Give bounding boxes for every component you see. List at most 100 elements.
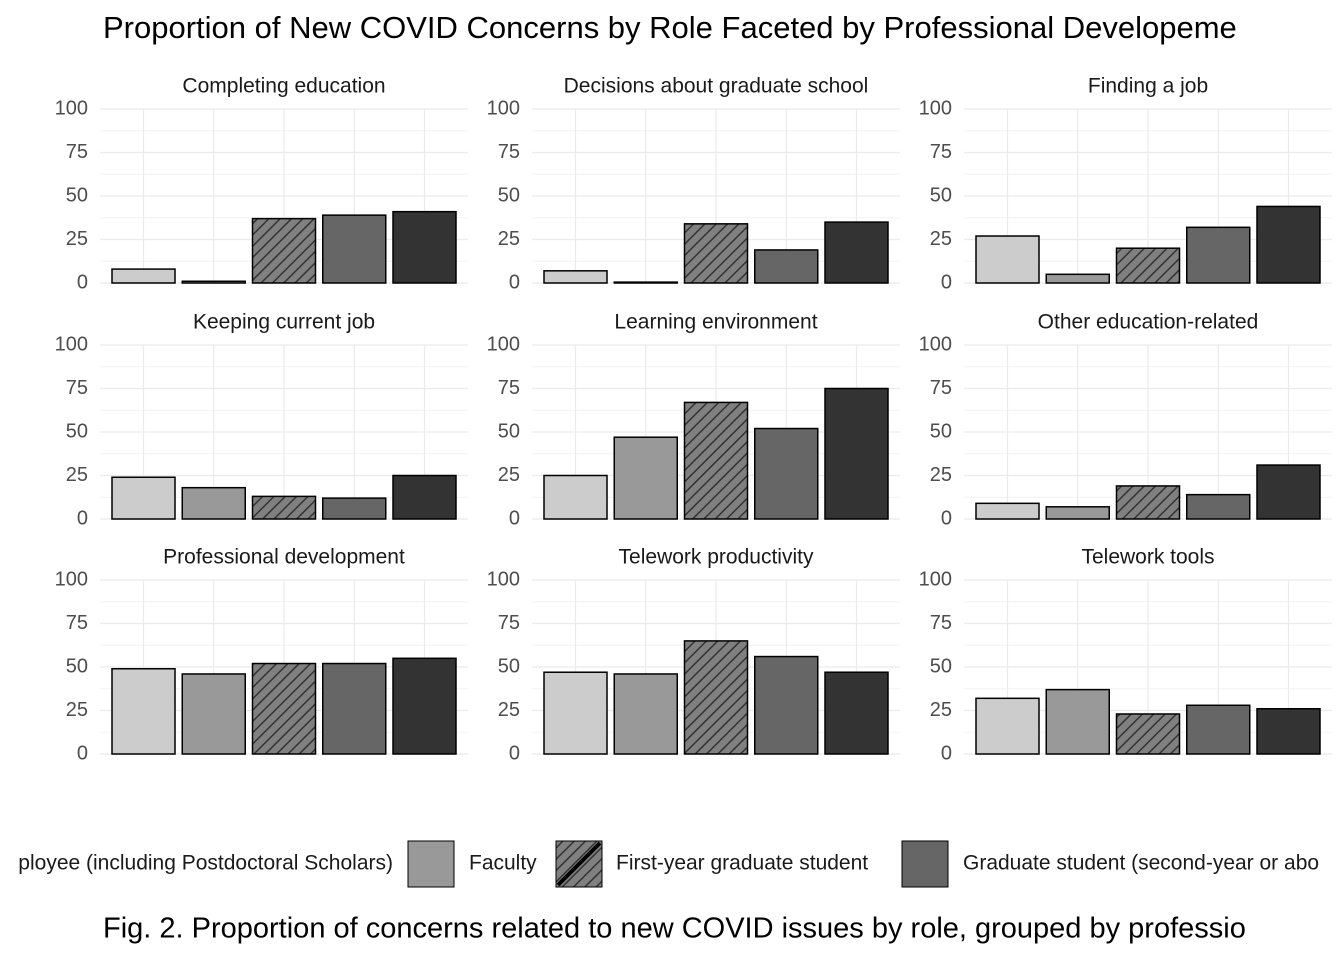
bar — [111, 667, 176, 755]
bar — [251, 662, 317, 755]
bar — [1045, 506, 1110, 520]
y-tick-label: 50 — [498, 420, 520, 442]
y-tick-label: 100 — [919, 568, 952, 590]
bar — [543, 671, 608, 755]
y-tick-label: 100 — [55, 333, 88, 355]
bar — [543, 270, 608, 284]
bar — [1115, 485, 1181, 520]
bar — [1045, 273, 1110, 284]
bar — [824, 221, 889, 284]
y-tick-label: 75 — [498, 377, 520, 399]
y-tick-label: 75 — [930, 141, 952, 163]
y-tick-label: 100 — [487, 568, 520, 590]
y-tick-label: 100 — [55, 97, 88, 119]
facet-title: Other education-related — [1038, 311, 1259, 334]
legend-swatch — [407, 840, 455, 888]
y-tick-label: 50 — [930, 184, 952, 206]
caption: Fig. 2. Proportion of concerns related t… — [103, 913, 1246, 945]
bar — [683, 401, 749, 520]
bar — [392, 474, 457, 520]
facet-title: Telework productivity — [619, 546, 814, 569]
y-tick-label: 50 — [66, 184, 88, 206]
y-tick-label: 75 — [930, 612, 952, 634]
bar — [111, 476, 176, 520]
y-tick-label: 75 — [66, 377, 88, 399]
y-tick-label: 25 — [66, 699, 88, 721]
bar — [824, 671, 889, 755]
y-tick-label: 25 — [66, 228, 88, 250]
bar — [181, 486, 246, 520]
y-tick-label: 0 — [941, 507, 952, 529]
bar — [975, 502, 1040, 520]
facet-title: Professional development — [163, 546, 405, 569]
y-tick-label: 0 — [77, 742, 88, 764]
y-tick-label: 100 — [487, 97, 520, 119]
y-tick-label: 75 — [498, 141, 520, 163]
y-tick-label: 25 — [930, 699, 952, 721]
facet-title: Telework tools — [1081, 546, 1214, 569]
bar — [251, 217, 317, 284]
y-tick-label: 75 — [930, 377, 952, 399]
bar — [683, 640, 749, 755]
y-tick-label: 50 — [498, 655, 520, 677]
y-tick-label: 0 — [77, 507, 88, 529]
bar — [1045, 688, 1110, 755]
y-tick-label: 0 — [941, 742, 952, 764]
bar — [754, 427, 819, 520]
bar — [392, 657, 457, 755]
y-tick-label: 25 — [498, 228, 520, 250]
legend-label: Graduate student (second-year or abo — [963, 852, 1319, 875]
y-tick-label: 0 — [509, 507, 520, 529]
bar — [975, 235, 1040, 284]
facet-title: Keeping current job — [193, 311, 375, 334]
y-tick-label: 50 — [498, 184, 520, 206]
bar — [613, 436, 678, 520]
facet-title: Decisions about graduate school — [564, 75, 869, 98]
bar — [1115, 247, 1181, 284]
bar — [322, 662, 387, 755]
y-tick-label: 100 — [487, 333, 520, 355]
bar — [111, 268, 176, 284]
y-tick-label: 25 — [498, 464, 520, 486]
bar — [543, 474, 608, 520]
bar — [181, 280, 246, 284]
y-tick-label: 100 — [55, 568, 88, 590]
y-tick-label: 100 — [919, 333, 952, 355]
y-tick-label: 0 — [941, 271, 952, 293]
bar — [975, 697, 1040, 755]
y-tick-label: 50 — [930, 420, 952, 442]
bar — [392, 210, 457, 284]
bar — [613, 673, 678, 755]
y-tick-label: 0 — [77, 271, 88, 293]
y-tick-label: 75 — [498, 612, 520, 634]
bar — [1186, 493, 1251, 520]
y-tick-label: 75 — [66, 612, 88, 634]
bar — [251, 495, 317, 520]
y-tick-label: 50 — [930, 655, 952, 677]
facet-title: Finding a job — [1088, 75, 1208, 98]
bar — [613, 281, 678, 284]
y-tick-label: 75 — [66, 141, 88, 163]
y-tick-label: 25 — [498, 699, 520, 721]
facet-title: Completing education — [182, 75, 385, 98]
y-tick-label: 25 — [930, 228, 952, 250]
legend-label: Faculty — [469, 852, 537, 875]
bar — [1115, 713, 1181, 755]
y-tick-label: 25 — [66, 464, 88, 486]
bar — [1186, 226, 1251, 284]
bar — [1256, 205, 1321, 284]
y-tick-label: 0 — [509, 271, 520, 293]
legend-swatch — [901, 840, 949, 888]
facet-title: Learning environment — [614, 311, 817, 334]
legend-swatch-stroke — [556, 841, 602, 887]
y-tick-label: 50 — [66, 420, 88, 442]
bar — [1256, 708, 1321, 755]
bar — [754, 249, 819, 284]
chart-title: Proportion of New COVID Concerns by Role… — [103, 10, 1237, 45]
bar — [1256, 464, 1321, 520]
bar — [181, 673, 246, 755]
bar — [754, 655, 819, 755]
bar — [824, 387, 889, 520]
